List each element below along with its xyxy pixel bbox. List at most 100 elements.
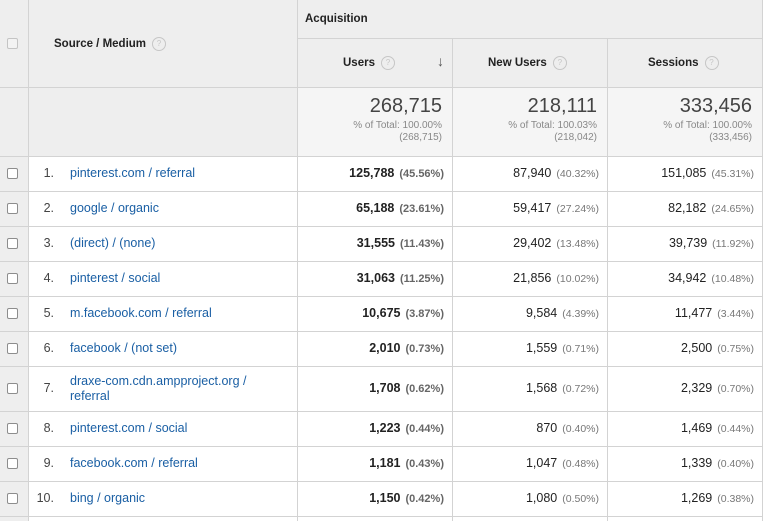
header-background [0,0,297,156]
sessions-label: Sessions [648,57,699,70]
row-number: 4. [43,270,54,285]
new-users-percent: (0.71%) [562,342,599,355]
new-users-value: 870 [536,420,558,435]
new-users-cell: 21,856 (10.02%) [455,271,599,285]
dimension-header[interactable]: Source / Medium? [54,37,167,51]
row-number: 7. [43,380,54,395]
source-medium-link[interactable]: bing / organic [70,490,146,505]
users-percent: (3.87%) [405,307,444,320]
sessions-column-header[interactable]: Sessions? [648,56,719,70]
sessions-cell: 82,182 (24.65%) [610,201,754,215]
source-medium-link[interactable]: pinterest.com / referral [70,165,196,180]
users-value: 1,708 [369,380,401,395]
row-checkbox[interactable] [7,167,18,179]
total-absolute: (218,042) [554,132,597,143]
sessions-percent: (24.65%) [711,202,754,215]
row-number: 1. [43,165,54,180]
help-icon[interactable]: ? [704,56,719,70]
source-medium-link[interactable]: facebook.com / referral [70,455,198,470]
new-users-cell: 59,417 (27.24%) [455,201,599,215]
new-users-percent: (40.32%) [556,167,599,180]
users-value: 125,788 [349,165,395,180]
users-percent: (11.43%) [399,237,444,250]
row-checkbox[interactable] [7,307,18,319]
sessions-cell: 1,269 (0.38%) [610,491,754,505]
select-all-checkbox[interactable] [7,38,18,49]
users-value: 31,555 [356,235,395,250]
source-medium-link[interactable]: pinterest.com / social [70,420,188,435]
sessions-cell: 39,739 (11.92%) [610,236,754,250]
new-users-label: New Users [488,57,547,70]
users-percent: (0.43%) [405,457,444,470]
sessions-value: 82,182 [668,200,707,215]
users-value: 2,010 [369,340,401,355]
source-medium-link[interactable]: google / organic [70,200,159,215]
total-value: 218,111 [527,95,597,117]
new-users-percent: (0.50%) [562,492,599,505]
sessions-cell: 34,942 (10.48%) [610,271,754,285]
row-checkbox[interactable] [7,492,18,504]
new-users-percent: (0.48%) [562,457,599,470]
source-medium-link[interactable]: facebook / (not set) [70,340,178,355]
total-value: 268,715 [369,95,442,117]
row-number: 2. [43,200,54,215]
total-absolute: (333,456) [709,132,752,143]
new-users-cell: 1,559 (0.71%) [455,341,599,355]
new-users-cell: 1,047 (0.48%) [455,456,599,470]
sessions-value: 151,085 [661,165,707,180]
users-cell: 10,675 (3.87%) [300,306,444,320]
sessions-percent: (3.44%) [717,307,754,320]
row-checkbox[interactable] [7,272,18,284]
new-users-value: 9,584 [525,305,558,320]
sessions-percent: (0.75%) [717,342,754,355]
users-cell: 1,708 (0.62%) [300,381,444,395]
new-users-cell: 1,080 (0.50%) [455,491,599,505]
users-percent: (23.61%) [399,202,444,215]
sessions-value: 34,942 [668,270,707,285]
row-number: 3. [43,235,54,250]
row-checkbox[interactable] [7,457,18,469]
users-percent: (11.25%) [399,272,444,285]
total-percent: % of Total: 100.00% [353,120,442,131]
new-users-percent: (0.72%) [562,382,599,395]
new-users-value: 1,568 [525,380,558,395]
source-medium-link[interactable]: draxe-com.cdn.ampproject.org / referral [70,373,247,403]
sessions-cell: 151,085 (45.31%) [610,166,754,180]
sessions-percent: (0.70%) [717,382,754,395]
new-users-cell: 29,402 (13.48%) [455,236,599,250]
users-value: 65,188 [356,200,395,215]
source-medium-link[interactable]: (direct) / (none) [70,235,156,250]
users-percent: (0.73%) [405,342,444,355]
sessions-value: 11,477 [674,305,713,320]
users-value: 1,223 [369,420,401,435]
new-users-percent: (0.40%) [562,422,599,435]
row-checkbox[interactable] [7,422,18,434]
new-users-value: 29,402 [513,235,552,250]
total-absolute: (268,715) [399,132,442,143]
sort-descending-icon[interactable]: ↓ [437,53,444,69]
sessions-percent: (10.48%) [711,272,754,285]
help-icon[interactable]: ? [152,37,167,51]
row-checkbox[interactable] [7,237,18,249]
users-percent: (0.44%) [405,422,444,435]
users-cell: 31,555 (11.43%) [300,236,444,250]
sessions-value: 2,329 [680,380,713,395]
row-checkbox[interactable] [7,342,18,354]
users-cell: 125,788 (45.56%) [300,166,444,180]
help-icon[interactable]: ? [552,56,567,70]
row-checkbox[interactable] [7,202,18,214]
source-medium-link[interactable]: pinterest / social [70,270,161,285]
users-cell: 1,223 (0.44%) [300,421,444,435]
source-medium-link[interactable]: m.facebook.com / referral [70,305,212,320]
sessions-percent: (45.31%) [711,167,754,180]
sessions-cell: 2,500 (0.75%) [610,341,754,355]
sessions-value: 1,469 [680,420,713,435]
sessions-value: 2,500 [680,340,713,355]
users-column-header[interactable]: Users? [343,56,395,70]
users-label: Users [343,57,375,70]
row-checkbox[interactable] [7,382,18,394]
new-users-column-header[interactable]: New Users? [488,56,567,70]
row-number: 5. [43,305,54,320]
dimension-label: Source / Medium [54,38,147,51]
help-icon[interactable]: ? [380,56,395,70]
